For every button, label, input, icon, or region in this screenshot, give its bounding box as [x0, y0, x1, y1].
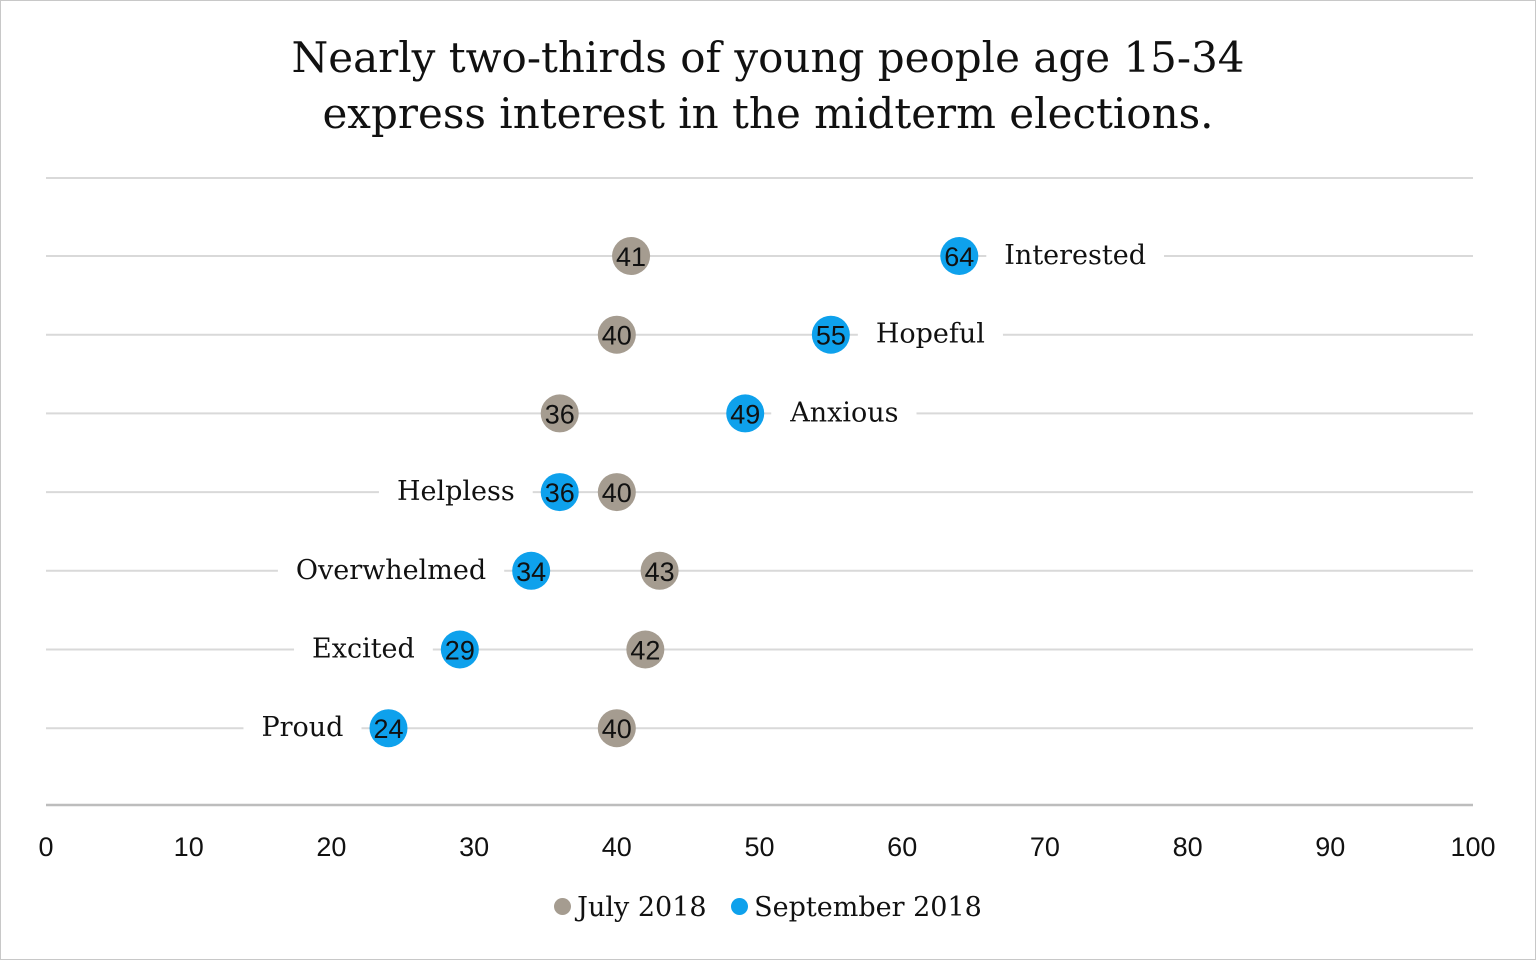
chart-title: Nearly two-thirds of young people age 15… — [0, 30, 1536, 142]
data-label-september-helpless: 36 — [545, 478, 575, 508]
x-tick-label-10: 10 — [174, 832, 204, 862]
dot-september-hopeful — [811, 315, 850, 354]
category-text-interested: Interested — [1004, 240, 1146, 271]
category-text-hopeful: Hopeful — [876, 319, 985, 350]
category-label-proud: Proud — [243, 712, 362, 743]
dot-july-interested — [612, 237, 651, 275]
data-label-september-hopeful: 55 — [816, 321, 846, 351]
dot-september-proud — [369, 709, 408, 748]
category-label-anxious: Anxious — [771, 397, 917, 428]
data-label-july-anxious: 36 — [545, 399, 575, 429]
category-text-proud: Proud — [261, 712, 343, 743]
legend-label-july: July 2018 — [577, 892, 707, 923]
data-label-july-interested: 41 — [616, 242, 646, 272]
category-label-bg-helpless — [378, 486, 533, 499]
x-tick-label-20: 20 — [316, 832, 346, 862]
x-tick-label-100: 100 — [1450, 832, 1495, 862]
category-label-bg-interested — [986, 250, 1165, 262]
dot-july-proud — [597, 709, 636, 748]
dot-september-overwhelmed — [512, 551, 551, 590]
legend-label-september: September 2018 — [754, 892, 982, 923]
chart-title-line-1: Nearly two-thirds of young people age 15… — [291, 33, 1245, 82]
category-label-bg-excited — [294, 643, 433, 656]
dot-july-excited — [626, 630, 665, 669]
x-tick-label-40: 40 — [602, 832, 632, 862]
data-label-july-hopeful: 40 — [602, 321, 632, 351]
x-tick-label-80: 80 — [1173, 832, 1203, 862]
category-label-overwhelmed: Overwhelmed — [277, 555, 505, 586]
dot-september-anxious — [726, 394, 765, 433]
legend-swatch-september — [731, 898, 749, 915]
dot-july-anxious — [540, 394, 579, 433]
data-label-september-anxious: 49 — [730, 399, 760, 429]
dot-september-helpless — [540, 473, 579, 512]
category-label-bg-proud — [243, 722, 362, 735]
category-text-anxious: Anxious — [789, 397, 898, 428]
category-label-bg-anxious — [771, 407, 917, 420]
legend-swatch-july — [554, 898, 572, 915]
dot-july-overwhelmed — [640, 551, 679, 590]
data-label-september-proud: 24 — [373, 714, 403, 744]
category-label-helpless: Helpless — [378, 476, 533, 507]
category-label-interested: Interested — [986, 240, 1165, 271]
data-label-july-helpless: 40 — [602, 478, 632, 508]
x-tick-label-90: 90 — [1315, 832, 1345, 862]
dot-september-interested — [940, 237, 979, 275]
x-tick-label-0: 0 — [38, 832, 53, 862]
x-tick-label-30: 30 — [459, 832, 489, 862]
data-label-september-interested: 64 — [944, 242, 974, 272]
category-label-excited: Excited — [294, 634, 433, 665]
dot-july-helpless — [597, 473, 636, 512]
legend: July 2018 September 2018 — [0, 892, 1536, 923]
category-text-helpless: Helpless — [397, 476, 515, 507]
category-text-excited: Excited — [312, 634, 415, 665]
data-label-july-proud: 40 — [602, 714, 632, 744]
x-tick-label-50: 50 — [744, 832, 774, 862]
chart-title-line-2: express interest in the midterm election… — [322, 89, 1214, 138]
x-tick-label-70: 70 — [1030, 832, 1060, 862]
data-label-july-excited: 42 — [630, 636, 660, 666]
category-label-bg-hopeful — [857, 328, 1003, 341]
x-tick-label-60: 60 — [887, 832, 917, 862]
category-text-overwhelmed: Overwhelmed — [296, 555, 486, 586]
legend-item-september: September 2018 — [731, 892, 982, 923]
data-label-september-excited: 29 — [445, 636, 475, 666]
data-label-july-overwhelmed: 43 — [645, 557, 675, 587]
legend-item-july: July 2018 — [554, 892, 707, 923]
dot-july-hopeful — [597, 315, 636, 354]
data-label-september-overwhelmed: 34 — [516, 557, 546, 587]
category-label-bg-overwhelmed — [277, 564, 505, 577]
dot-september-excited — [440, 630, 479, 669]
category-label-hopeful: Hopeful — [857, 319, 1003, 350]
